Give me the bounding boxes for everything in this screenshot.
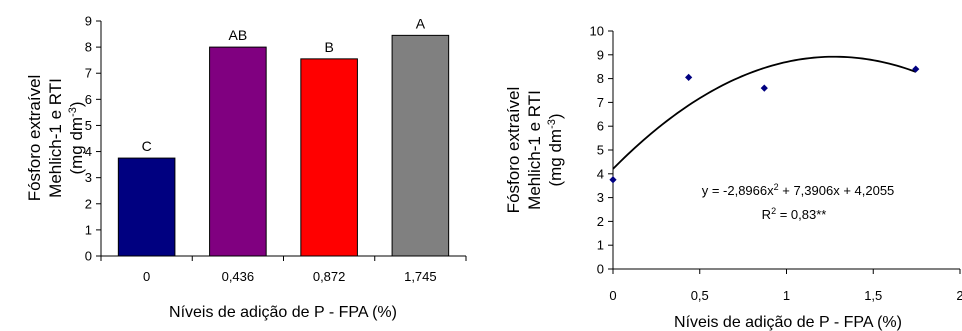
bar	[117, 157, 176, 257]
bar-x-label: Níveis de adição de P - FPA (%)	[169, 304, 397, 321]
bar-y-tick-label: 0	[85, 249, 92, 264]
bar	[300, 58, 358, 257]
bar-y-tick-label: 6	[85, 92, 92, 107]
bar-x-tick-label: 0,436	[222, 269, 255, 284]
scatter-chart: 0 1 2 3 4 5 6 7 8 9 10 0 0,5 1 1,5 2 y = -2,8966x2 + 7…	[504, 24, 962, 331]
bar-y-tick-label: 5	[85, 118, 92, 133]
scatter-x-tick-label: 0,5	[691, 288, 709, 303]
scatter-points	[609, 65, 920, 184]
scatter-trendline	[612, 55, 917, 170]
bar-y-tick-label: 9	[85, 14, 92, 29]
scatter-y-tick-label: 1	[597, 238, 604, 253]
scatter-y-label-line-2: Mehlich-1 e RTI	[525, 90, 544, 210]
bar-x-tick-label: 1,745	[404, 269, 437, 284]
bar	[209, 46, 267, 257]
scatter-y-tick-label: 5	[597, 143, 604, 158]
bar-significance-label: C	[142, 138, 152, 154]
bar-significance-label: B	[324, 39, 333, 55]
scatter-y-tick-label: 7	[597, 95, 604, 110]
scatter-y-label-line-1: Fósforo extraível	[504, 87, 523, 214]
scatter-point	[685, 73, 693, 82]
scatter-y-ticks: 0 1 2 3 4 5 6 7 8 9 10	[590, 24, 613, 277]
bar-series: C AB B A	[117, 15, 450, 257]
scatter-x-tick-label: 0	[609, 288, 616, 303]
bar-y-tick-label: 1	[85, 222, 92, 237]
scatter-equation: y = -2,8966x2 + 7,3906x + 4,2055	[702, 182, 895, 198]
bar-y-tick-label: 3	[85, 170, 92, 185]
scatter-point	[609, 176, 617, 184]
bar-y-label-line-2: Mehlich-1 e RTI	[46, 78, 65, 198]
scatter-x-tick-label: 1	[783, 288, 790, 303]
bar-y-label-line-1: Fósforo extraível	[25, 75, 44, 202]
bar-x-tick-label: 0,872	[313, 269, 346, 284]
bar-x-ticks: 0 0,436 0,872 1,745	[100, 256, 467, 284]
bar-y-tick-label: 7	[85, 66, 92, 81]
bar-y-tick-label: 4	[85, 144, 92, 159]
scatter-y-tick-label: 4	[597, 166, 604, 181]
bar-y-ticks: 0 1 2 3 4 5 6 7 8 9	[85, 14, 101, 264]
scatter-y-tick-label: 3	[597, 190, 604, 205]
scatter-y-tick-label: 9	[597, 47, 604, 62]
scatter-x-tick-label: 2	[956, 288, 962, 303]
bar-significance-label: A	[416, 15, 426, 31]
scatter-x-label: Níveis de adição de P - FPA (%)	[674, 314, 902, 331]
scatter-x-ticks: 0 0,5 1 1,5 2	[609, 269, 962, 303]
scatter-y-tick-label: 2	[597, 214, 604, 229]
scatter-y-label-line-3: (mg dm-3)	[546, 113, 565, 186]
bar-y-tick-label: 2	[85, 196, 92, 211]
scatter-point	[760, 84, 768, 92]
scatter-x-tick-label: 1,5	[864, 288, 882, 303]
scatter-y-tick-label: 0	[597, 262, 604, 277]
scatter-y-tick-label: 6	[597, 119, 604, 134]
bar-significance-label: AB	[229, 27, 248, 43]
bar-y-label-line-3: (mg dm-3)	[67, 101, 86, 174]
scatter-y-tick-label: 8	[597, 71, 604, 86]
bar-y-tick-label: 8	[85, 40, 92, 55]
bar-x-tick-label: 0	[143, 269, 150, 284]
scatter-r2: R2 = 0,83**	[762, 206, 827, 222]
bar	[391, 34, 450, 257]
scatter-y-tick-label: 10	[590, 24, 604, 39]
scatter-point	[912, 65, 920, 73]
bar-chart: 0 1 2 3 4 5 6 7 8 9 C AB B A 0 0,436 0,872 1,745 Fósfor…	[25, 14, 467, 321]
